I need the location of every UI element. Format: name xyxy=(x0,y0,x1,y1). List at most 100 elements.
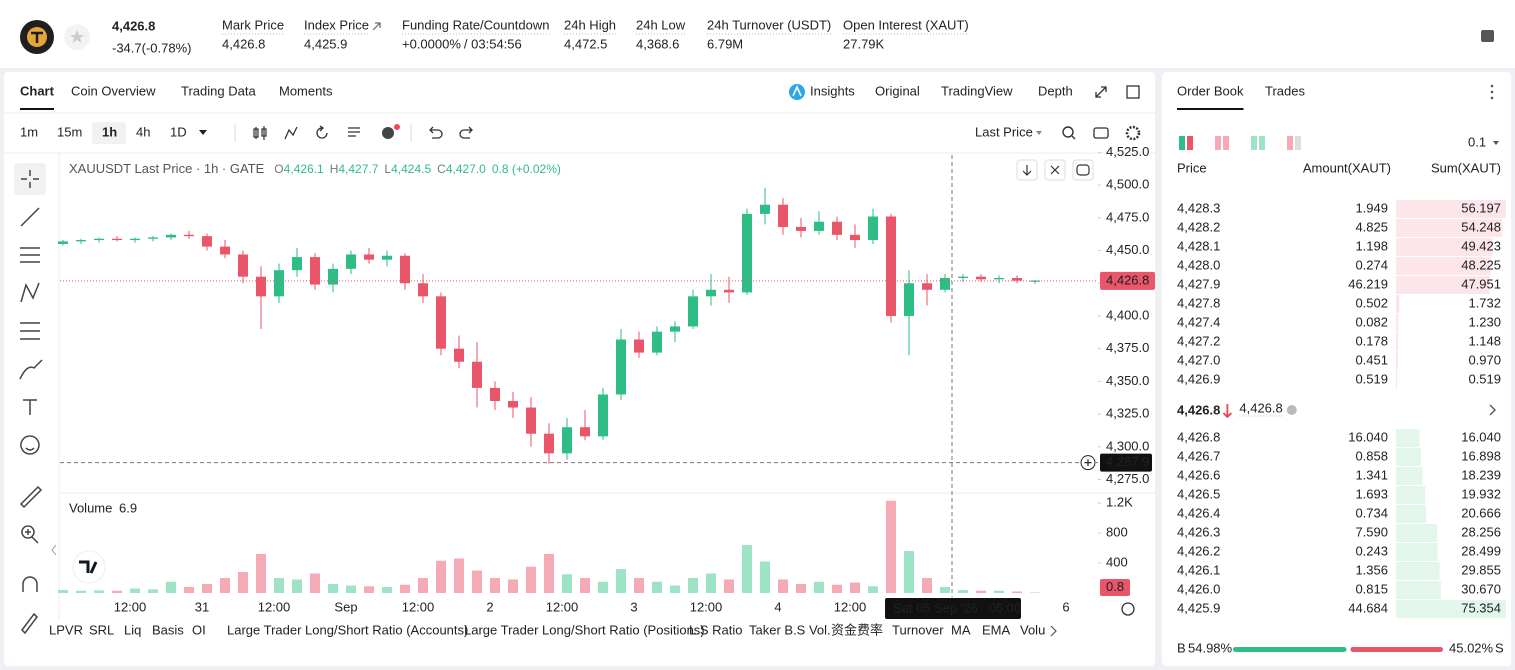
volume-bar xyxy=(724,579,734,593)
indicator-tab[interactable]: Taker B.S Vol. xyxy=(749,622,831,637)
indicator-tab[interactable]: Liq xyxy=(124,622,141,637)
candle-body xyxy=(778,204,788,227)
pattern-tool[interactable] xyxy=(20,282,40,303)
x-tick-label: 12:00 xyxy=(114,599,147,614)
book-amount: 44.684 xyxy=(1348,600,1388,615)
ruler-tool[interactable] xyxy=(19,485,43,509)
interval-dropdown[interactable] xyxy=(199,130,207,135)
chart-tab[interactable]: Moments xyxy=(279,83,333,98)
book-amount: 0.274 xyxy=(1355,257,1388,272)
indicator-tab[interactable]: Basis xyxy=(152,622,184,637)
precision-select[interactable]: 0.1 xyxy=(1468,134,1486,149)
favorite-star[interactable] xyxy=(70,30,84,43)
interval-button[interactable]: 1m xyxy=(20,124,38,139)
chart-control[interactable] xyxy=(1072,159,1094,181)
view-tab[interactable]: Original xyxy=(875,83,920,98)
screenshot-icon[interactable] xyxy=(1093,127,1109,139)
book-layout-icon[interactable] xyxy=(1223,136,1229,150)
redo-icon[interactable] xyxy=(459,126,473,139)
candle-body xyxy=(220,246,230,255)
chart-tab[interactable]: Chart xyxy=(20,83,55,98)
search-icon-handle[interactable] xyxy=(1071,135,1076,140)
candle-type-icon[interactable] xyxy=(253,126,267,140)
order-book-tab[interactable]: Trades xyxy=(1265,83,1305,98)
book-layout-icon[interactable] xyxy=(1179,136,1185,150)
trendline-tool[interactable] xyxy=(20,207,40,227)
more-menu-dot[interactable] xyxy=(1490,90,1494,94)
y-tick-label: 4,350.0 xyxy=(1106,373,1149,388)
book-price: 4,426.8 xyxy=(1177,429,1220,444)
book-layout-icon[interactable] xyxy=(1259,136,1265,150)
candle-body xyxy=(292,257,302,271)
view-tab[interactable]: Insights xyxy=(810,83,855,98)
replay-icon[interactable] xyxy=(316,125,328,139)
candle-body xyxy=(346,254,356,269)
book-amount: 0.519 xyxy=(1355,371,1388,386)
interval-button[interactable]: 1D xyxy=(170,124,187,139)
depth-bar xyxy=(1396,429,1420,447)
header-menu-icon[interactable] xyxy=(1481,30,1494,42)
indicator-tab[interactable]: MA xyxy=(951,622,971,637)
view-tab[interactable]: Depth xyxy=(1038,83,1073,98)
indicator-tab[interactable]: Large Trader Long/Short Ratio (Accounts) xyxy=(227,622,468,637)
add-alert-plus[interactable] xyxy=(1084,459,1092,467)
interval-button[interactable]: 1h xyxy=(102,124,117,139)
indicator-tab[interactable]: LPVR xyxy=(49,622,83,637)
book-layout-icon[interactable] xyxy=(1287,136,1293,150)
indicator-scroll[interactable] xyxy=(1050,625,1057,637)
fullscreen-icon[interactable] xyxy=(1095,86,1107,98)
reset-icon[interactable] xyxy=(1076,164,1090,176)
indicator-tab[interactable]: Large Trader Long/Short Ratio (Positions… xyxy=(464,622,705,637)
search-icon[interactable] xyxy=(1062,126,1074,138)
chart-panel xyxy=(4,72,1155,666)
indicators-icon[interactable] xyxy=(284,126,298,140)
book-layout-icon[interactable] xyxy=(1295,136,1301,150)
zoom-tool[interactable] xyxy=(21,525,39,544)
undo-icon[interactable] xyxy=(429,126,443,139)
candle-body xyxy=(814,221,824,231)
active-tool-bg xyxy=(14,163,46,195)
indicator-tab[interactable]: Turnover xyxy=(892,622,944,637)
axis-settings-icon[interactable] xyxy=(1121,602,1135,616)
projection-tool[interactable] xyxy=(20,322,40,340)
book-layout-icon[interactable] xyxy=(1251,136,1257,150)
draw-lock-tool[interactable] xyxy=(21,612,38,635)
alerts-icon[interactable] xyxy=(382,127,394,139)
book-layout-icon[interactable] xyxy=(1215,136,1221,150)
brush-tool[interactable] xyxy=(19,359,43,380)
book-layout-icon[interactable] xyxy=(1187,136,1193,150)
chart-tab[interactable]: Coin Overview xyxy=(71,83,156,98)
chart-tab[interactable]: Trading Data xyxy=(181,83,256,98)
external-link-icon[interactable] xyxy=(372,22,381,31)
indicator-tab[interactable]: OI xyxy=(192,622,206,637)
precision-dropdown[interactable] xyxy=(1493,141,1499,145)
indicator-tab[interactable]: EMA xyxy=(982,622,1011,637)
fib-tool[interactable] xyxy=(20,247,40,263)
collapse-arrow[interactable] xyxy=(51,544,57,556)
scroll-down-icon[interactable] xyxy=(1022,165,1032,176)
book-amount: 1.949 xyxy=(1355,200,1388,215)
more-menu-dot[interactable] xyxy=(1490,96,1494,100)
interval-button[interactable]: 4h xyxy=(136,124,150,139)
indicator-tab[interactable]: Volu xyxy=(1020,622,1045,637)
popout-icon[interactable] xyxy=(1126,85,1140,99)
order-book-tab[interactable]: Order Book xyxy=(1177,83,1244,98)
price-type[interactable]: Last Price xyxy=(975,124,1033,139)
templates-icon[interactable] xyxy=(348,127,360,137)
indicator-tab[interactable]: 资金费率 xyxy=(831,622,883,637)
emoji-tool[interactable] xyxy=(20,435,40,455)
crosshair-tool[interactable] xyxy=(21,170,39,188)
indicator-tab[interactable]: L.S Ratio xyxy=(689,622,742,637)
auto-scale-icon[interactable] xyxy=(1050,165,1060,175)
price-type-dropdown[interactable] xyxy=(1036,131,1042,135)
more-menu-dot[interactable] xyxy=(1490,84,1494,88)
indicator-tab[interactable]: SRL xyxy=(89,622,114,637)
view-tab[interactable]: TradingView xyxy=(941,83,1013,98)
text-tool[interactable] xyxy=(23,399,37,415)
y-tick-label: 4,275.0 xyxy=(1106,471,1149,486)
book-expand[interactable] xyxy=(1489,404,1496,416)
volume-bar xyxy=(490,578,500,593)
magnet-tool[interactable] xyxy=(22,576,38,592)
settings-icon[interactable] xyxy=(1125,125,1141,141)
interval-button[interactable]: 15m xyxy=(57,124,82,139)
